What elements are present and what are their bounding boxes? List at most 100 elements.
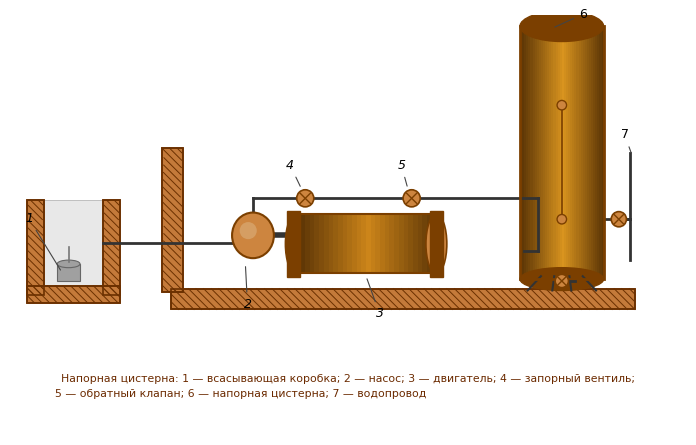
- Bar: [432, 214, 437, 273]
- Text: 7: 7: [621, 129, 631, 153]
- Bar: [409, 214, 414, 273]
- Bar: [583, 26, 586, 279]
- Bar: [342, 214, 348, 273]
- Bar: [570, 26, 574, 279]
- Circle shape: [611, 212, 626, 227]
- Bar: [171, 289, 635, 309]
- Bar: [301, 214, 306, 273]
- Bar: [27, 200, 44, 295]
- Bar: [171, 289, 635, 309]
- Ellipse shape: [520, 11, 603, 41]
- Bar: [310, 214, 315, 273]
- Bar: [296, 214, 301, 273]
- Bar: [587, 26, 590, 279]
- Text: 3: 3: [367, 279, 383, 320]
- Ellipse shape: [426, 214, 447, 273]
- Bar: [27, 286, 120, 303]
- Bar: [553, 26, 557, 279]
- Bar: [528, 26, 532, 279]
- Bar: [526, 26, 530, 279]
- Bar: [566, 26, 569, 279]
- Circle shape: [296, 190, 314, 207]
- Bar: [390, 214, 395, 273]
- Bar: [287, 210, 301, 277]
- Bar: [103, 200, 120, 295]
- Bar: [541, 26, 544, 279]
- Bar: [315, 214, 320, 273]
- Bar: [545, 26, 548, 279]
- Ellipse shape: [285, 214, 306, 273]
- Bar: [543, 26, 546, 279]
- Bar: [589, 26, 592, 279]
- Bar: [319, 214, 325, 273]
- Bar: [597, 26, 601, 279]
- Bar: [375, 214, 381, 273]
- Bar: [562, 26, 565, 279]
- Bar: [380, 214, 386, 273]
- Bar: [103, 200, 120, 295]
- Text: 4: 4: [286, 159, 300, 186]
- Bar: [418, 214, 423, 273]
- Bar: [347, 214, 353, 273]
- Bar: [27, 286, 120, 303]
- Bar: [578, 26, 582, 279]
- Bar: [585, 26, 588, 279]
- Text: 5 — обратный клапан; 6 — напорная цистерна; 7 — водопровод: 5 — обратный клапан; 6 — напорная цистер…: [55, 389, 427, 399]
- Bar: [333, 214, 339, 273]
- Bar: [385, 214, 390, 273]
- Bar: [551, 26, 555, 279]
- Circle shape: [555, 274, 569, 287]
- Ellipse shape: [232, 213, 274, 258]
- Bar: [560, 26, 563, 279]
- Bar: [547, 26, 551, 279]
- Bar: [593, 26, 596, 279]
- Bar: [535, 26, 538, 279]
- Bar: [361, 214, 367, 273]
- Bar: [591, 26, 594, 279]
- Bar: [532, 26, 536, 279]
- Bar: [580, 26, 584, 279]
- Ellipse shape: [520, 268, 603, 291]
- Bar: [429, 210, 443, 277]
- Bar: [366, 214, 372, 273]
- Bar: [399, 214, 404, 273]
- Bar: [574, 26, 578, 279]
- Bar: [572, 26, 576, 279]
- Circle shape: [403, 190, 420, 207]
- Text: 2: 2: [244, 267, 251, 311]
- Bar: [539, 26, 542, 279]
- Bar: [422, 214, 428, 273]
- Bar: [329, 214, 334, 273]
- Ellipse shape: [239, 222, 257, 239]
- Ellipse shape: [57, 260, 80, 268]
- Bar: [524, 26, 528, 279]
- Bar: [530, 26, 534, 279]
- Bar: [564, 26, 567, 279]
- Text: 1: 1: [25, 212, 61, 270]
- Bar: [520, 26, 603, 279]
- Circle shape: [557, 101, 567, 110]
- Bar: [352, 214, 358, 273]
- Circle shape: [557, 214, 567, 224]
- Bar: [161, 148, 182, 292]
- Text: 5: 5: [397, 159, 407, 186]
- Bar: [427, 214, 433, 273]
- Bar: [338, 214, 344, 273]
- Bar: [595, 26, 599, 279]
- Bar: [520, 26, 523, 279]
- Bar: [568, 26, 571, 279]
- Bar: [576, 26, 580, 279]
- Bar: [537, 26, 540, 279]
- Bar: [161, 148, 182, 292]
- Bar: [557, 26, 561, 279]
- Bar: [27, 200, 44, 295]
- Text: Напорная цистерна: 1 — всасывающая коробка; 2 — насос; 3 — двигатель; 4 — запорн: Напорная цистерна: 1 — всасывающая короб…: [61, 374, 635, 384]
- Bar: [305, 214, 310, 273]
- Bar: [287, 227, 296, 244]
- Text: 6: 6: [555, 8, 587, 27]
- Bar: [296, 214, 436, 273]
- Bar: [555, 26, 559, 279]
- Bar: [404, 214, 409, 273]
- Bar: [413, 214, 418, 273]
- Bar: [394, 214, 400, 273]
